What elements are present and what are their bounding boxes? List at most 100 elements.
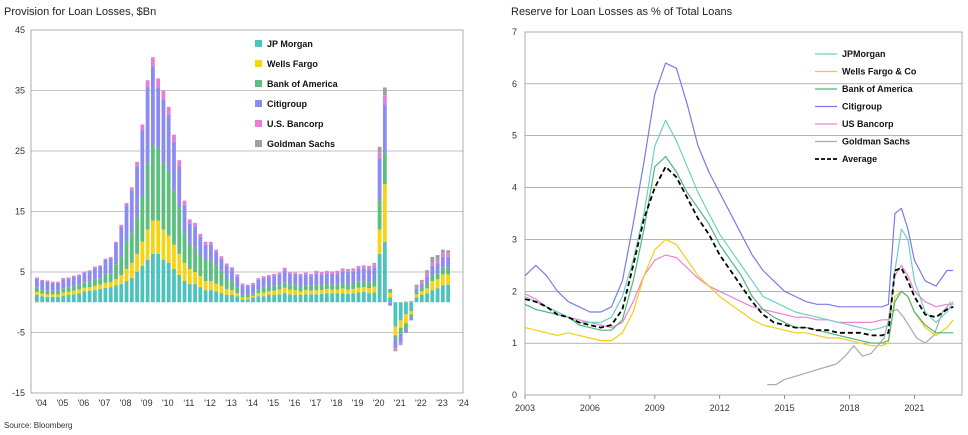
bar-segment-jpm [240, 299, 245, 303]
bar-segment-bac [50, 290, 55, 295]
bar-segment-bac [129, 232, 134, 263]
bar-segment-usb [367, 267, 371, 270]
bar-segment-wfc [182, 262, 187, 282]
bar-segment-bac [414, 291, 419, 295]
bar-segment-bac [256, 290, 261, 294]
bar-segment-wfc [103, 282, 108, 288]
legend-label-avg_line: Average [842, 154, 877, 164]
bar-segment-gs [393, 349, 398, 352]
bar-segment-c [356, 268, 361, 282]
bar-segment-bac [382, 152, 387, 185]
bar-segment-jpm [251, 297, 255, 303]
bar-segment-jpm [177, 275, 182, 303]
x-tick-label: '17 [310, 398, 322, 408]
bar-segment-usb [177, 160, 182, 167]
bar-segment-usb [66, 277, 71, 279]
bar-segment-jpm [98, 288, 103, 303]
bar-segment-wfc [446, 274, 451, 285]
bar-segment-usb [446, 253, 451, 257]
bar-segment-wfc [356, 287, 361, 293]
bar-segment-bac [108, 273, 113, 283]
bar-segment-usb [50, 281, 55, 283]
bar-segment-usb [219, 256, 224, 259]
bar-segment-jpm [145, 259, 150, 303]
bar-segment-usb [277, 272, 282, 275]
bar-segment-usb [124, 203, 129, 206]
bar-segment-usb [330, 271, 335, 274]
y-tick-label: 1 [512, 338, 517, 348]
bar-segment-bac [372, 280, 377, 287]
bar-segment-bac [430, 275, 435, 282]
bar-segment-c [419, 284, 424, 288]
bar-segment-bac [56, 290, 60, 295]
y-tick-label: 0 [512, 390, 517, 400]
bar-segment-c [187, 223, 192, 245]
bar-segment-usb [372, 264, 377, 268]
bar-segment-usb [161, 90, 166, 100]
bar-segment-bac [425, 283, 429, 289]
bar-segment-usb [145, 80, 150, 88]
bar-segment-jpm [298, 294, 303, 303]
legend-label-usb_line: US Bancorp [842, 119, 894, 129]
bar-segment-jpm [261, 296, 266, 303]
legend-swatch-usb [255, 120, 262, 127]
bar-segment-c [177, 166, 182, 206]
x-tick-label: '18 [331, 398, 343, 408]
bar-segment-bac [87, 281, 92, 288]
bar-segment-c [361, 268, 366, 282]
bar-segment-bac [103, 273, 108, 283]
bar-segment-bac [335, 284, 340, 290]
bar-segment-usb [56, 281, 60, 283]
bar-segment-c [98, 266, 103, 279]
y-tick-label: 45 [15, 25, 25, 35]
x-tick-label: 2006 [580, 403, 600, 413]
bar-segment-bac [266, 286, 271, 292]
bar-segment-bac [404, 323, 408, 330]
bar-segment-usb [414, 286, 419, 289]
bar-segment-jpm [172, 268, 176, 303]
bar-segment-jpm [187, 284, 192, 303]
bar-segment-usb [245, 284, 250, 287]
bar-segment-jpm [303, 294, 308, 303]
y-tick-label: 6 [512, 79, 517, 89]
bar-segment-wfc [435, 279, 440, 289]
bar-segment-c [119, 226, 124, 257]
bar-segment-c [182, 205, 187, 233]
bar-segment-usb [82, 271, 87, 273]
bar-segment-c [50, 282, 55, 291]
bar-segment-wfc [219, 285, 224, 294]
x-tick-label: '10 [162, 398, 174, 408]
bar-segment-wfc [282, 287, 287, 294]
bar-segment-jpm [161, 259, 166, 303]
bar-segment-c [230, 268, 234, 282]
series-line-wfc_line [524, 238, 954, 347]
bar-segment-wfc [40, 293, 45, 297]
bar-segment-wfc [372, 286, 377, 293]
bar-segment-wfc [319, 290, 324, 294]
x-tick-label: '08 [120, 398, 132, 408]
bar-segment-c [92, 267, 97, 280]
bar-segment-usb [198, 233, 203, 237]
bar-segment-jpm [219, 293, 224, 303]
bar-segment-wfc [251, 295, 255, 298]
bar-segment-wfc [145, 229, 150, 260]
bar-segment-bac [92, 279, 97, 286]
bar-segment-bac [356, 281, 361, 288]
bar-segment-bac [208, 259, 213, 282]
bar-segment-wfc [198, 276, 203, 288]
bar-segment-gs [346, 268, 350, 270]
bar-segment-c [288, 273, 292, 285]
bar-segment-wfc [129, 262, 134, 279]
bar-segment-wfc [382, 184, 387, 242]
bar-segment-wfc [335, 289, 340, 294]
bar-segment-wfc [404, 314, 408, 324]
bar-segment-usb [35, 277, 39, 279]
bar-segment-c [440, 256, 445, 268]
bar-segment-bac [388, 289, 393, 293]
series-line-gs_line [767, 301, 952, 386]
bar-segment-c [161, 99, 166, 164]
bar-segment-bac [66, 287, 71, 292]
bar-segment-c [382, 104, 387, 153]
bar-segment-wfc [293, 290, 298, 295]
y-tick-label: 4 [512, 183, 517, 193]
